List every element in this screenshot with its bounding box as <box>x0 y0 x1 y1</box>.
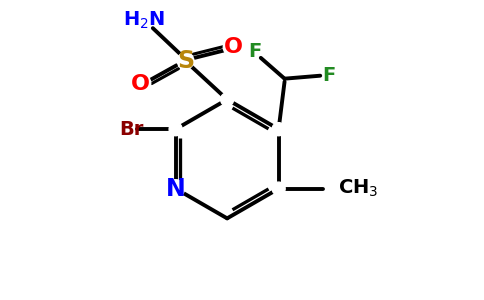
Circle shape <box>134 75 151 92</box>
Circle shape <box>223 39 240 56</box>
Text: F: F <box>322 66 336 85</box>
Circle shape <box>167 180 184 198</box>
Circle shape <box>272 182 285 195</box>
Circle shape <box>272 123 285 136</box>
Circle shape <box>221 93 234 106</box>
Circle shape <box>177 52 194 69</box>
Text: O: O <box>131 74 150 94</box>
Text: F: F <box>248 42 261 62</box>
Text: Br: Br <box>119 120 143 139</box>
Text: H$_2$N: H$_2$N <box>123 10 165 32</box>
Text: S: S <box>177 49 194 73</box>
Text: O: O <box>224 37 243 57</box>
Text: N: N <box>166 177 185 201</box>
Text: CH$_3$: CH$_3$ <box>338 178 378 199</box>
Circle shape <box>169 123 182 136</box>
